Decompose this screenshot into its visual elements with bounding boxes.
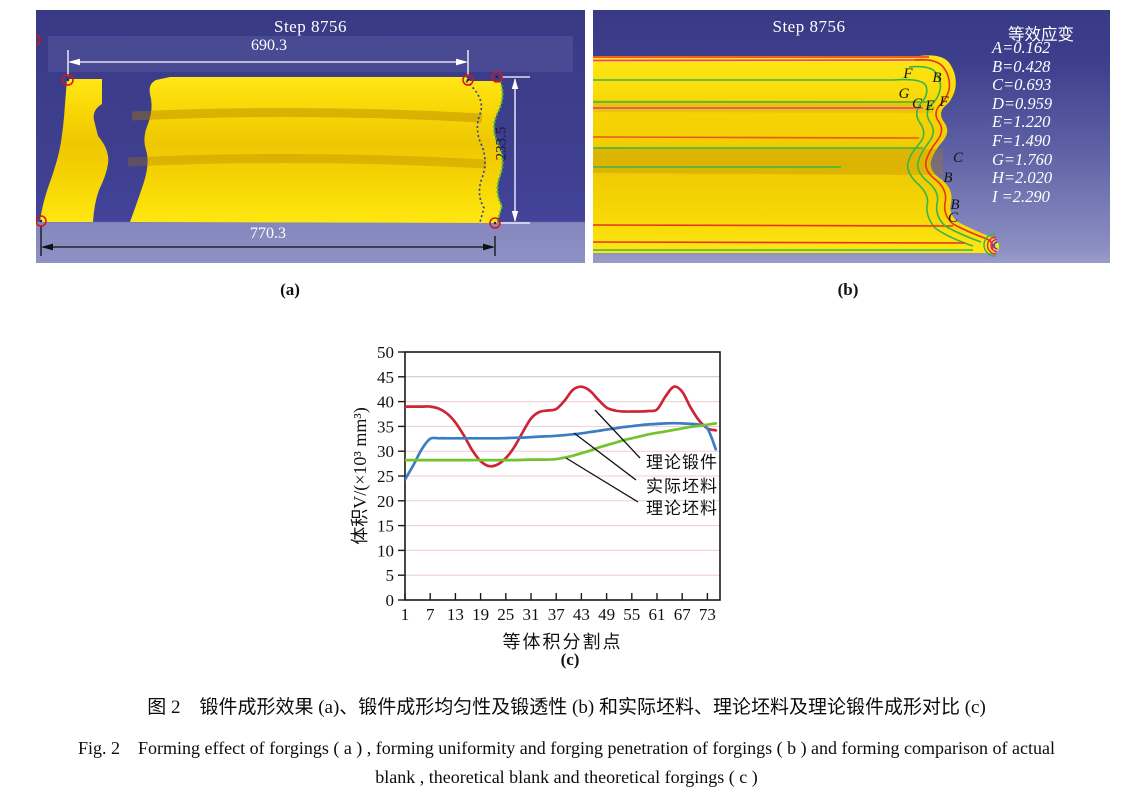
series-curve-理论坯料 bbox=[405, 422, 718, 462]
contour-letter: B bbox=[943, 170, 952, 186]
body-shading-band bbox=[593, 100, 934, 113]
x-tick-label: 19 bbox=[472, 605, 489, 624]
dim-anchor-markers bbox=[36, 34, 503, 229]
panel-c-sublabel: (c) bbox=[560, 650, 580, 669]
y-tick-label: 45 bbox=[377, 368, 394, 387]
trim-edge-dotted-green bbox=[492, 80, 504, 224]
mesh-seam-dotted-blue bbox=[465, 80, 486, 223]
strain-legend-entry: H=2.020 bbox=[992, 168, 1053, 188]
contour-letter: B bbox=[950, 197, 959, 213]
y-tick-label: 40 bbox=[377, 393, 394, 412]
y-tick-label: 35 bbox=[377, 417, 394, 436]
strain-legend-entry: F=1.490 bbox=[992, 130, 1051, 150]
annotation-leader bbox=[565, 457, 639, 503]
strain-contours-horizontal bbox=[593, 56, 974, 251]
x-tick-label: 1 bbox=[401, 605, 410, 624]
upper-die-band bbox=[48, 36, 573, 72]
dim-arrow-up bbox=[511, 78, 519, 89]
series-annotation-label: 理论锻件 bbox=[646, 453, 718, 472]
x-tick-label: 49 bbox=[598, 605, 615, 624]
chart-svg: 0 5 10 15 20 25 30 35 40 45 50 1 7 13 19 25 31 37 43 49 55 61… bbox=[350, 343, 721, 652]
dim-bottom-lines bbox=[40, 226, 496, 256]
contour-letter: C bbox=[953, 150, 964, 166]
figure-caption-en-line1: Fig. 2 Forming effect of forgings ( a ) … bbox=[78, 738, 1055, 758]
strain-legend-entry: E=1.220 bbox=[992, 112, 1051, 132]
dim-arrow-left bbox=[68, 58, 80, 66]
x-tick-label: 67 bbox=[674, 605, 692, 624]
dim-height-right-value: 233.5 bbox=[493, 126, 510, 161]
x-tick-label: 43 bbox=[573, 605, 590, 624]
y-tick-label: 0 bbox=[386, 591, 395, 610]
body-groove-shadow bbox=[127, 153, 487, 169]
strain-contours-profile bbox=[908, 58, 994, 251]
left-flange-strip bbox=[40, 79, 109, 222]
step-counter-a: Step 8756 bbox=[274, 17, 347, 36]
strain-legend-entry: B=0.428 bbox=[992, 56, 1051, 76]
y-axis-title: 体积V/(×10³ mm³) bbox=[350, 407, 371, 544]
x-tick-label: 73 bbox=[699, 605, 716, 624]
contour-letter: C bbox=[948, 210, 959, 226]
panel-a-graphics bbox=[36, 34, 573, 256]
annotation-leader bbox=[594, 409, 641, 459]
strain-legend-entry: G=1.760 bbox=[992, 149, 1053, 169]
panel-a-forging-render: Step 8756 690.3 770.3 233.5 bbox=[36, 10, 585, 263]
y-tick-label: 20 bbox=[377, 492, 394, 511]
strain-legend-entry: D=0.959 bbox=[992, 93, 1053, 113]
contour-letter: F bbox=[938, 94, 949, 110]
dim-arrow-down bbox=[511, 211, 519, 222]
body-shading-band bbox=[593, 147, 944, 175]
dim-arrow-right-bottom bbox=[483, 243, 495, 251]
contour-letter: E bbox=[924, 98, 934, 114]
series-annotation-label: 理论坯料 bbox=[646, 499, 718, 518]
x-tick-label: 55 bbox=[623, 605, 640, 624]
contour-letter: B bbox=[932, 70, 941, 86]
x-axis-title: 等体积分割点 bbox=[503, 632, 623, 650]
dim-arrow-left-bottom bbox=[41, 243, 53, 251]
strain-legend: A=0.162 B=0.428 C=0.693 D=0.959 E=1.220 F=1.4… bbox=[992, 38, 1053, 206]
y-tick-label: 30 bbox=[377, 442, 394, 461]
y-tick-label: 10 bbox=[377, 541, 394, 560]
x-tick-label: 31 bbox=[523, 605, 540, 624]
panel-a-sublabel: (a) bbox=[280, 280, 300, 299]
dim-width-bottom-value: 770.3 bbox=[250, 225, 286, 242]
figure-caption-zh: 图 2 锻件成形效果 (a)、锻件成形均匀性及锻透性 (b) 和实际坯料、理论坯… bbox=[147, 697, 986, 718]
contour-letter: C bbox=[912, 96, 923, 112]
body-groove-shadow bbox=[131, 107, 483, 123]
dim-top-lines bbox=[67, 50, 469, 76]
strain-legend-entry: I =2.290 bbox=[992, 186, 1050, 206]
dim-arrow-right bbox=[456, 58, 468, 66]
contour-letter: F bbox=[902, 66, 913, 82]
y-tick-label: 50 bbox=[377, 343, 394, 362]
dim-right-lines bbox=[500, 76, 530, 224]
annotation-leader bbox=[573, 432, 637, 481]
series-curve-理论锻件 bbox=[405, 385, 718, 468]
contour-letter: G bbox=[899, 86, 910, 102]
flange-tip-fringe bbox=[983, 233, 998, 257]
strain-legend-title: 等效应变 bbox=[1008, 25, 1074, 44]
figure-caption-en-line2: blank , theoretical blank and theoretica… bbox=[375, 767, 758, 787]
x-tick-label: 7 bbox=[426, 605, 435, 624]
x-tick-label: 13 bbox=[447, 605, 464, 624]
step-counter-b: Step 8756 bbox=[772, 17, 846, 36]
panel-c-volume-chart: 0 5 10 15 20 25 30 35 40 45 50 1 7 13 19 25 31 37 43 49 55 61… bbox=[330, 330, 770, 652]
strain-contour-body bbox=[593, 55, 1000, 253]
series-annotation-label: 实际坯料 bbox=[646, 477, 718, 496]
dim-anchor-dots bbox=[39, 75, 499, 225]
x-tick-label: 37 bbox=[548, 605, 566, 624]
x-tick-label: 25 bbox=[497, 605, 514, 624]
panel-b-sublabel: (b) bbox=[837, 280, 859, 299]
x-tick-label: 61 bbox=[649, 605, 666, 624]
series-curve-实际坯料 bbox=[405, 421, 718, 481]
dim-width-top-value: 690.3 bbox=[251, 37, 287, 54]
strain-legend-entry: C=0.693 bbox=[992, 75, 1052, 95]
forging-cross-section bbox=[130, 77, 503, 223]
y-tick-label: 5 bbox=[386, 566, 395, 585]
y-tick-label: 25 bbox=[377, 467, 394, 486]
y-tick-label: 15 bbox=[377, 517, 394, 536]
strain-legend-entry: A=0.162 bbox=[992, 38, 1051, 57]
